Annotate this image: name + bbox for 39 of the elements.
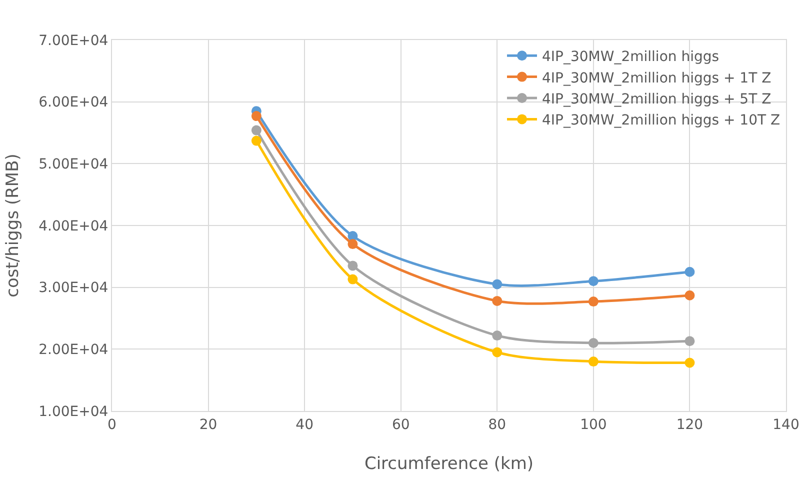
point [588,356,598,367]
point [684,290,695,300]
legend-label: 4IP_30MW_2million higgs + 10T Z [542,112,780,129]
point [348,274,358,284]
y-tick-label: 4.00E+04 [38,218,108,234]
x-tick-label: 80 [488,416,506,433]
point [588,296,598,307]
x-tick-label: 140 [772,416,800,433]
x-tick-label: 40 [296,416,314,433]
y-tick-label: 5.00E+04 [38,156,108,173]
point [684,336,695,346]
x-tick-label: 100 [580,416,607,433]
point [251,111,262,122]
point [588,338,598,348]
x-axis-title: Circumference (km) [364,454,534,474]
y-tick-label: 2.00E+04 [38,342,108,358]
point [588,276,598,286]
point [251,125,262,136]
point [348,260,358,271]
point [492,279,502,290]
y-tick-label: 6.00E+04 [38,94,108,111]
point [251,136,262,146]
x-tick-label: 20 [199,416,218,433]
x-tick-label: 120 [676,416,704,433]
legend-label: 4IP_30MW_2million higgs + 5T Z [542,91,772,108]
point [492,330,502,341]
point [348,239,358,250]
y-tick-label: 7.00E+04 [38,32,108,49]
y-tick-label: 3.00E+04 [38,280,108,296]
point [492,347,502,358]
point [492,296,502,306]
legend-label: 4IP_30MW_2million higgs [542,49,720,66]
y-axis-title: cost/higgs (RMB) [3,154,24,298]
y-tick-label: 1.00E+04 [38,404,108,420]
legend-label: 4IP_30MW_2million higgs + 1T Z [542,70,772,86]
point [684,266,695,277]
x-tick-label: 60 [392,416,410,433]
point [684,358,695,368]
x-tick-label: 0 [108,416,116,433]
